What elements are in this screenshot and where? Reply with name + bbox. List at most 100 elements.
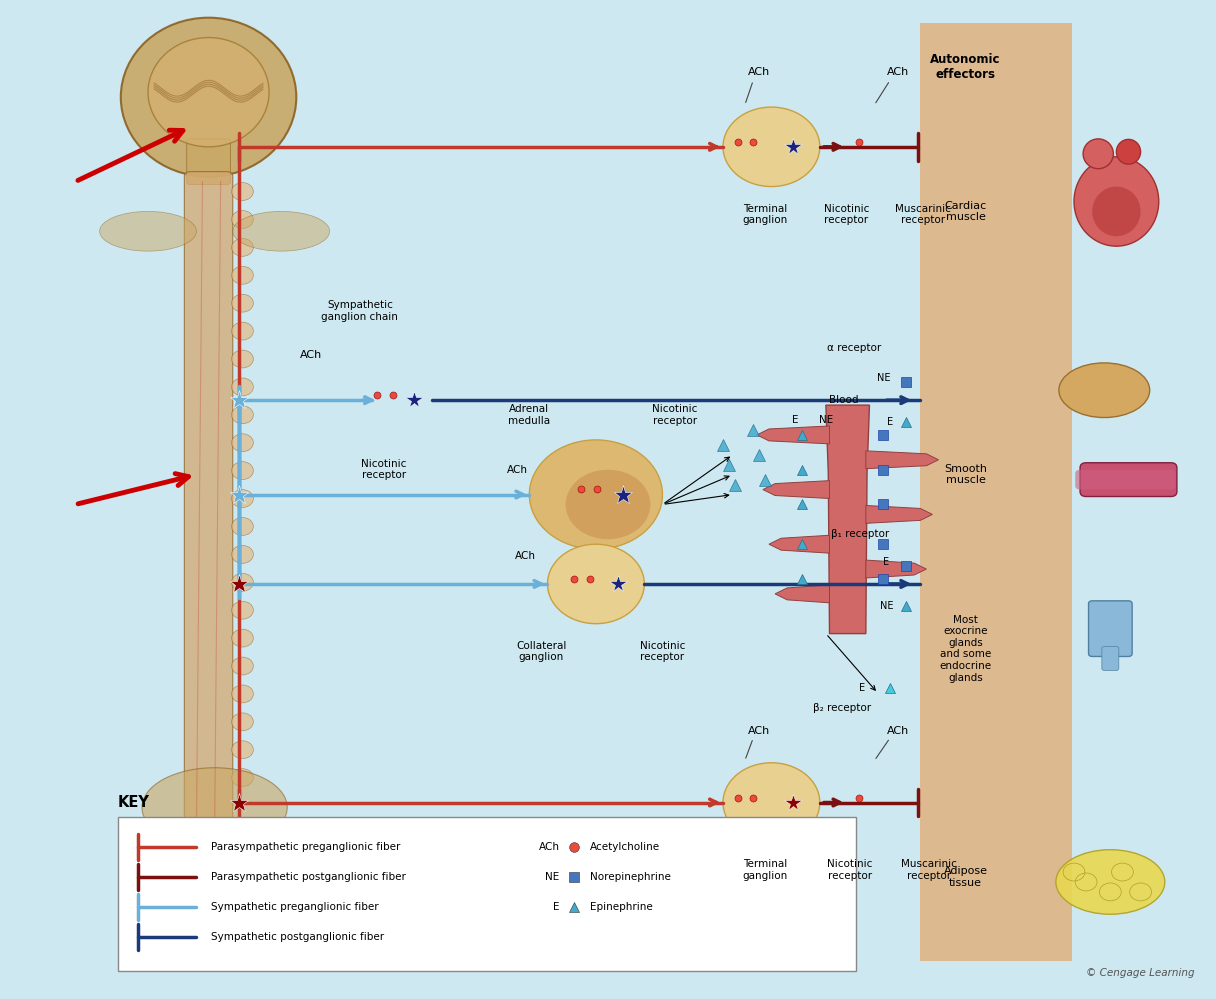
Ellipse shape bbox=[1083, 139, 1114, 169]
Polygon shape bbox=[826, 406, 869, 633]
Text: ACh: ACh bbox=[516, 551, 536, 561]
Text: Autonomic
effectors: Autonomic effectors bbox=[930, 53, 1001, 81]
Ellipse shape bbox=[232, 212, 330, 251]
Ellipse shape bbox=[565, 470, 651, 539]
Ellipse shape bbox=[231, 211, 253, 229]
Ellipse shape bbox=[231, 490, 253, 507]
Text: NE: NE bbox=[877, 374, 891, 384]
Ellipse shape bbox=[1116, 140, 1141, 164]
Text: Nicotinic
receptor: Nicotinic receptor bbox=[823, 204, 869, 225]
Ellipse shape bbox=[231, 768, 253, 786]
Text: ACh: ACh bbox=[748, 67, 771, 77]
FancyBboxPatch shape bbox=[118, 817, 856, 971]
Text: © Cengage Learning: © Cengage Learning bbox=[1086, 968, 1195, 978]
Ellipse shape bbox=[1055, 850, 1165, 914]
Text: NE: NE bbox=[818, 415, 833, 425]
Text: Adrenal
medulla: Adrenal medulla bbox=[508, 405, 551, 426]
Ellipse shape bbox=[231, 685, 253, 703]
Polygon shape bbox=[866, 505, 933, 523]
Ellipse shape bbox=[142, 767, 287, 847]
Circle shape bbox=[547, 544, 644, 623]
Ellipse shape bbox=[231, 601, 253, 619]
Polygon shape bbox=[775, 585, 829, 602]
Ellipse shape bbox=[120, 18, 297, 177]
FancyBboxPatch shape bbox=[921, 23, 1071, 961]
Ellipse shape bbox=[231, 517, 253, 535]
Text: E: E bbox=[883, 557, 889, 567]
Circle shape bbox=[724, 107, 820, 187]
Text: Norepinephrine: Norepinephrine bbox=[590, 872, 671, 882]
Text: Terminal
ganglion: Terminal ganglion bbox=[743, 204, 788, 225]
Polygon shape bbox=[762, 481, 829, 499]
Text: Most
exocrine
glands
and some
endocrine
glands: Most exocrine glands and some endocrine … bbox=[940, 614, 992, 682]
Ellipse shape bbox=[1059, 363, 1149, 418]
Text: Cardiac
muscle: Cardiac muscle bbox=[945, 201, 987, 222]
Text: ACh: ACh bbox=[539, 842, 559, 852]
Text: Muscarinic
receptor: Muscarinic receptor bbox=[895, 204, 951, 225]
Text: ACh: ACh bbox=[888, 67, 910, 77]
Text: Collateral
ganglion: Collateral ganglion bbox=[517, 640, 567, 662]
Ellipse shape bbox=[231, 322, 253, 340]
Ellipse shape bbox=[231, 183, 253, 201]
Ellipse shape bbox=[231, 629, 253, 647]
Text: KEY: KEY bbox=[118, 795, 150, 810]
Text: Blood: Blood bbox=[829, 396, 858, 406]
Ellipse shape bbox=[231, 573, 253, 591]
FancyBboxPatch shape bbox=[185, 172, 232, 837]
Text: β₁ receptor: β₁ receptor bbox=[831, 529, 889, 539]
Text: ACh: ACh bbox=[888, 726, 910, 736]
Text: Muscarinic
receptor: Muscarinic receptor bbox=[901, 859, 957, 881]
Text: Terminal
ganglion: Terminal ganglion bbox=[743, 859, 788, 881]
Text: E: E bbox=[553, 902, 559, 912]
Text: E: E bbox=[860, 683, 866, 693]
Circle shape bbox=[724, 763, 820, 842]
Ellipse shape bbox=[231, 741, 253, 758]
Polygon shape bbox=[866, 451, 939, 469]
Text: ACh: ACh bbox=[748, 726, 771, 736]
Text: Adipose
tissue: Adipose tissue bbox=[944, 866, 987, 888]
Text: E: E bbox=[886, 417, 893, 427]
FancyBboxPatch shape bbox=[1102, 646, 1119, 670]
Ellipse shape bbox=[231, 545, 253, 563]
Ellipse shape bbox=[231, 350, 253, 368]
Text: E: E bbox=[793, 415, 799, 425]
Text: ACh: ACh bbox=[507, 465, 528, 475]
Ellipse shape bbox=[231, 462, 253, 480]
Polygon shape bbox=[756, 426, 829, 444]
Text: Parasympathetic preganglionic fiber: Parasympathetic preganglionic fiber bbox=[210, 842, 400, 852]
Ellipse shape bbox=[231, 406, 253, 424]
Ellipse shape bbox=[231, 657, 253, 675]
Text: Acetylcholine: Acetylcholine bbox=[590, 842, 660, 852]
Text: Nicotinic
receptor: Nicotinic receptor bbox=[640, 640, 685, 662]
Text: Parasympathetic postganglionic fiber: Parasympathetic postganglionic fiber bbox=[210, 872, 406, 882]
Text: Smooth
muscle: Smooth muscle bbox=[944, 464, 987, 486]
Ellipse shape bbox=[231, 239, 253, 257]
Ellipse shape bbox=[231, 434, 253, 452]
Ellipse shape bbox=[231, 713, 253, 731]
Text: NE: NE bbox=[545, 872, 559, 882]
Ellipse shape bbox=[1092, 187, 1141, 236]
FancyBboxPatch shape bbox=[1080, 463, 1177, 497]
Ellipse shape bbox=[231, 267, 253, 284]
Ellipse shape bbox=[231, 295, 253, 312]
Polygon shape bbox=[769, 535, 829, 553]
FancyBboxPatch shape bbox=[1088, 600, 1132, 656]
Ellipse shape bbox=[100, 212, 197, 251]
Text: β₂ receptor: β₂ receptor bbox=[812, 703, 871, 713]
Text: Sympathetic
ganglion chain: Sympathetic ganglion chain bbox=[321, 300, 399, 322]
Text: Nicotinic
receptor: Nicotinic receptor bbox=[361, 459, 407, 481]
Ellipse shape bbox=[231, 378, 253, 396]
Text: Sympathetic preganglionic fiber: Sympathetic preganglionic fiber bbox=[210, 902, 378, 912]
Circle shape bbox=[529, 440, 663, 549]
Text: ACh: ACh bbox=[300, 351, 322, 361]
Ellipse shape bbox=[1074, 157, 1159, 246]
FancyBboxPatch shape bbox=[1075, 470, 1176, 490]
Polygon shape bbox=[866, 560, 927, 578]
Text: α receptor: α receptor bbox=[827, 343, 880, 353]
Ellipse shape bbox=[148, 38, 269, 147]
Text: Sympathetic postganglionic fiber: Sympathetic postganglionic fiber bbox=[210, 932, 384, 942]
Text: Nicotinic
receptor: Nicotinic receptor bbox=[652, 405, 697, 426]
Text: Nicotinic
receptor: Nicotinic receptor bbox=[827, 859, 873, 881]
Text: Epinephrine: Epinephrine bbox=[590, 902, 653, 912]
FancyBboxPatch shape bbox=[187, 139, 230, 185]
